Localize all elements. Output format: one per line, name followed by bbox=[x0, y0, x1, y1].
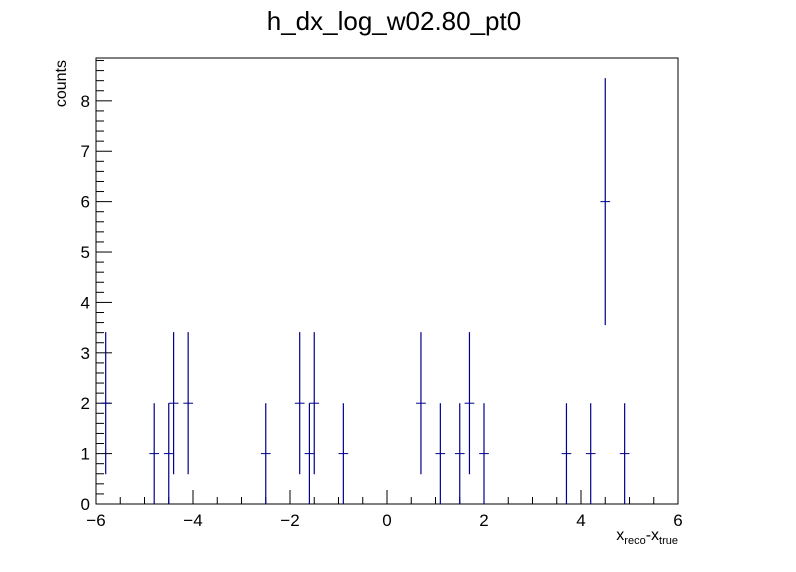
data-point bbox=[163, 403, 174, 504]
x-axis-tick-labels: −6 −4 −2 0 2 4 6 bbox=[86, 511, 682, 530]
data-point bbox=[294, 332, 305, 475]
data-point bbox=[168, 332, 179, 475]
data-point bbox=[260, 403, 271, 504]
data-point bbox=[435, 403, 446, 504]
data-point bbox=[454, 403, 465, 504]
data-point bbox=[600, 78, 611, 326]
y-tick-label: 1 bbox=[81, 445, 90, 464]
y-axis-label: counts bbox=[53, 60, 70, 107]
data-point bbox=[585, 403, 596, 504]
y-tick-label: 4 bbox=[81, 293, 90, 312]
y-tick-label: 6 bbox=[81, 193, 90, 212]
x-tick-label: −2 bbox=[280, 511, 299, 530]
data-point bbox=[304, 403, 315, 504]
data-point bbox=[416, 332, 426, 475]
chart-title: h_dx_log_w02.80_pt0 bbox=[267, 6, 521, 36]
x-axis-label: xreco-xtrue bbox=[616, 527, 678, 547]
data-point bbox=[619, 403, 630, 504]
y-tick-label: 3 bbox=[81, 344, 90, 363]
x-tick-label: 4 bbox=[576, 511, 585, 530]
data-point bbox=[309, 332, 320, 475]
y-axis-tick-labels: 0 1 2 3 4 5 6 7 8 bbox=[81, 92, 90, 514]
data-point bbox=[338, 403, 349, 504]
data-point bbox=[479, 403, 489, 504]
x-tick-label: 6 bbox=[673, 511, 682, 530]
y-tick-label: 7 bbox=[81, 142, 90, 161]
data-point bbox=[464, 332, 475, 475]
data-point bbox=[100, 332, 111, 475]
y-tick-label: 2 bbox=[81, 394, 90, 413]
y-tick-label: 0 bbox=[81, 495, 90, 514]
data-point bbox=[149, 403, 160, 504]
y-tick-label: 8 bbox=[81, 92, 90, 111]
data-point bbox=[183, 332, 193, 475]
data-point bbox=[561, 403, 572, 504]
y-tick-label: 5 bbox=[81, 243, 90, 262]
x-tick-label: 0 bbox=[382, 511, 391, 530]
data-points bbox=[100, 78, 630, 504]
x-tick-label: 2 bbox=[479, 511, 488, 530]
x-tick-label: −6 bbox=[86, 511, 105, 530]
x-tick-label: −4 bbox=[183, 511, 202, 530]
